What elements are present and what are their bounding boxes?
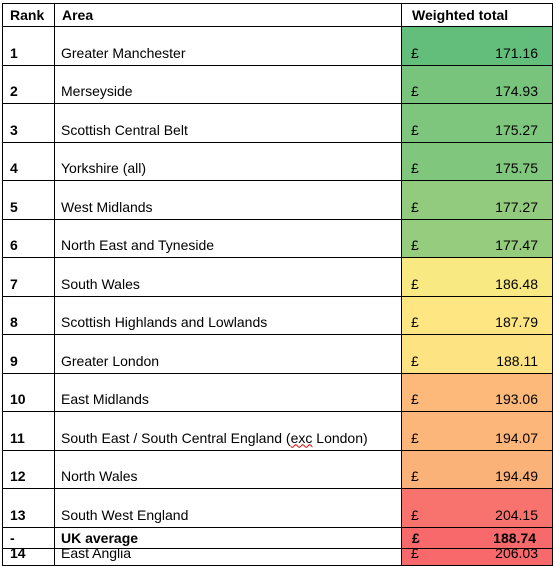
table-row: 12 North Wales £194.49 xyxy=(2,449,553,489)
spellcheck-word: exc xyxy=(290,429,313,446)
weighted-total-cell: £193.06 xyxy=(401,372,553,412)
rank-cell: 3 xyxy=(2,103,55,143)
currency-symbol: £ xyxy=(411,160,419,176)
currency-symbol: £ xyxy=(411,198,419,215)
currency-symbol: £ xyxy=(411,237,419,253)
table-row: 6 North East and Tyneside £177.47 xyxy=(2,218,553,258)
table-row: 2 Merseyside £174.93 xyxy=(2,64,553,104)
rank-cell: 12 xyxy=(2,449,55,489)
currency-symbol: £ xyxy=(412,530,420,546)
weighted-total-cell: £194.49 xyxy=(401,449,553,489)
rank-cell: 11 xyxy=(2,411,55,451)
rank-cell: 7 xyxy=(2,257,55,297)
weighted-total-cell: £186.48 xyxy=(401,257,553,297)
area-cell: East Midlands xyxy=(54,372,402,412)
area-cell: North East and Tyneside xyxy=(54,218,402,258)
area-cell: West Midlands xyxy=(54,180,402,220)
table-row: 9 Greater London £188.11 xyxy=(2,334,553,374)
weighted-total-cell: £177.47 xyxy=(401,218,553,258)
average-value-cell: £ 188.74 xyxy=(401,527,553,549)
currency-symbol: £ xyxy=(411,468,419,484)
average-table: - UK average £ 188.74 xyxy=(2,527,553,549)
weighted-total-value: 177.27 xyxy=(495,198,538,215)
table-row: 5 West Midlands £177.27 xyxy=(2,180,553,220)
rank-header: Rank xyxy=(2,3,55,27)
average-rank: - xyxy=(2,527,55,549)
currency-symbol: £ xyxy=(411,352,419,369)
currency-symbol: £ xyxy=(411,83,419,99)
weighted-total-cell: £175.75 xyxy=(401,141,553,181)
weighted-total-header: Weighted total xyxy=(401,3,553,27)
currency-symbol: £ xyxy=(411,391,419,407)
weighted-total-value: 187.79 xyxy=(495,314,538,330)
weighted-total-value: 188.11 xyxy=(496,352,538,369)
weighted-total-value: 193.06 xyxy=(495,391,538,407)
weighted-total-cell: £204.15 xyxy=(401,488,553,528)
rank-cell: 10 xyxy=(2,372,55,412)
rank-cell: 4 xyxy=(2,141,55,181)
rank-cell: 2 xyxy=(2,64,55,104)
area-cell: Scottish Central Belt xyxy=(54,103,402,143)
area-cell: Greater London xyxy=(54,334,402,374)
weighted-total-cell: £175.27 xyxy=(401,103,553,143)
weighted-total-value: 177.47 xyxy=(495,237,538,253)
weighted-total-cell: £174.93 xyxy=(401,64,553,104)
table-row: 1 Greater Manchester £171.16 xyxy=(2,26,553,66)
table-body: 1 Greater Manchester £171.16 2 Merseyside £17… xyxy=(2,26,553,566)
table-row: 8 Scottish Highlands and Lowlands £187.79 xyxy=(2,295,553,335)
area-cell: South Wales xyxy=(54,257,402,297)
currency-symbol: £ xyxy=(411,44,419,61)
table-row: 10 East Midlands £193.06 xyxy=(2,372,553,412)
weighted-total-cell: £187.79 xyxy=(401,295,553,335)
weighted-total-value: 194.07 xyxy=(495,429,538,446)
weighted-total-value: 175.75 xyxy=(495,160,538,176)
table-row: 3 Scottish Central Belt £175.27 xyxy=(2,103,553,143)
currency-symbol: £ xyxy=(411,506,419,523)
rank-cell: 1 xyxy=(2,26,55,66)
average-label: UK average xyxy=(54,527,402,549)
table-row: 11 South East / South Central England (ex… xyxy=(2,411,553,451)
rank-cell: 5 xyxy=(2,180,55,220)
weighted-total-cell: £194.07 xyxy=(401,411,553,451)
ranking-table: Rank Area Weighted total 1 Greater Manche… xyxy=(2,3,553,566)
weighted-total-cell: £188.11 xyxy=(401,334,553,374)
table-row: 13 South West England £204.15 xyxy=(2,488,553,528)
average-row: - UK average £ 188.74 xyxy=(2,527,553,549)
table-row: 7 South Wales £186.48 xyxy=(2,257,553,297)
weighted-total-value: 175.27 xyxy=(495,121,538,138)
area-cell: North Wales xyxy=(54,449,402,489)
currency-symbol: £ xyxy=(411,121,419,138)
header-row: Rank Area Weighted total xyxy=(2,3,553,27)
weighted-total-cell: £171.16 xyxy=(401,26,553,66)
area-cell: Greater Manchester xyxy=(54,26,402,66)
weighted-total-value: 204.15 xyxy=(495,506,538,523)
weighted-total-value: 171.16 xyxy=(495,44,538,61)
currency-symbol: £ xyxy=(411,314,419,330)
rank-cell: 9 xyxy=(2,334,55,374)
currency-symbol: £ xyxy=(411,275,419,292)
weighted-total-value: 174.93 xyxy=(495,83,538,99)
average-value: 188.74 xyxy=(493,530,536,546)
weighted-total-value: 194.49 xyxy=(495,468,538,484)
weighted-total-value: 186.48 xyxy=(495,275,538,292)
area-cell: Yorkshire (all) xyxy=(54,141,402,181)
rank-cell: 8 xyxy=(2,295,55,335)
table-row: 4 Yorkshire (all) £175.75 xyxy=(2,141,553,181)
weighted-total-cell: £177.27 xyxy=(401,180,553,220)
area-cell: Scottish Highlands and Lowlands xyxy=(54,295,402,335)
area-header: Area xyxy=(54,3,402,27)
currency-symbol: £ xyxy=(411,429,419,446)
area-cell: South East / South Central England (exc … xyxy=(54,411,402,451)
area-cell: Merseyside xyxy=(54,64,402,104)
rank-cell: 6 xyxy=(2,218,55,258)
rank-cell: 13 xyxy=(2,488,55,528)
area-cell: South West England xyxy=(54,488,402,528)
